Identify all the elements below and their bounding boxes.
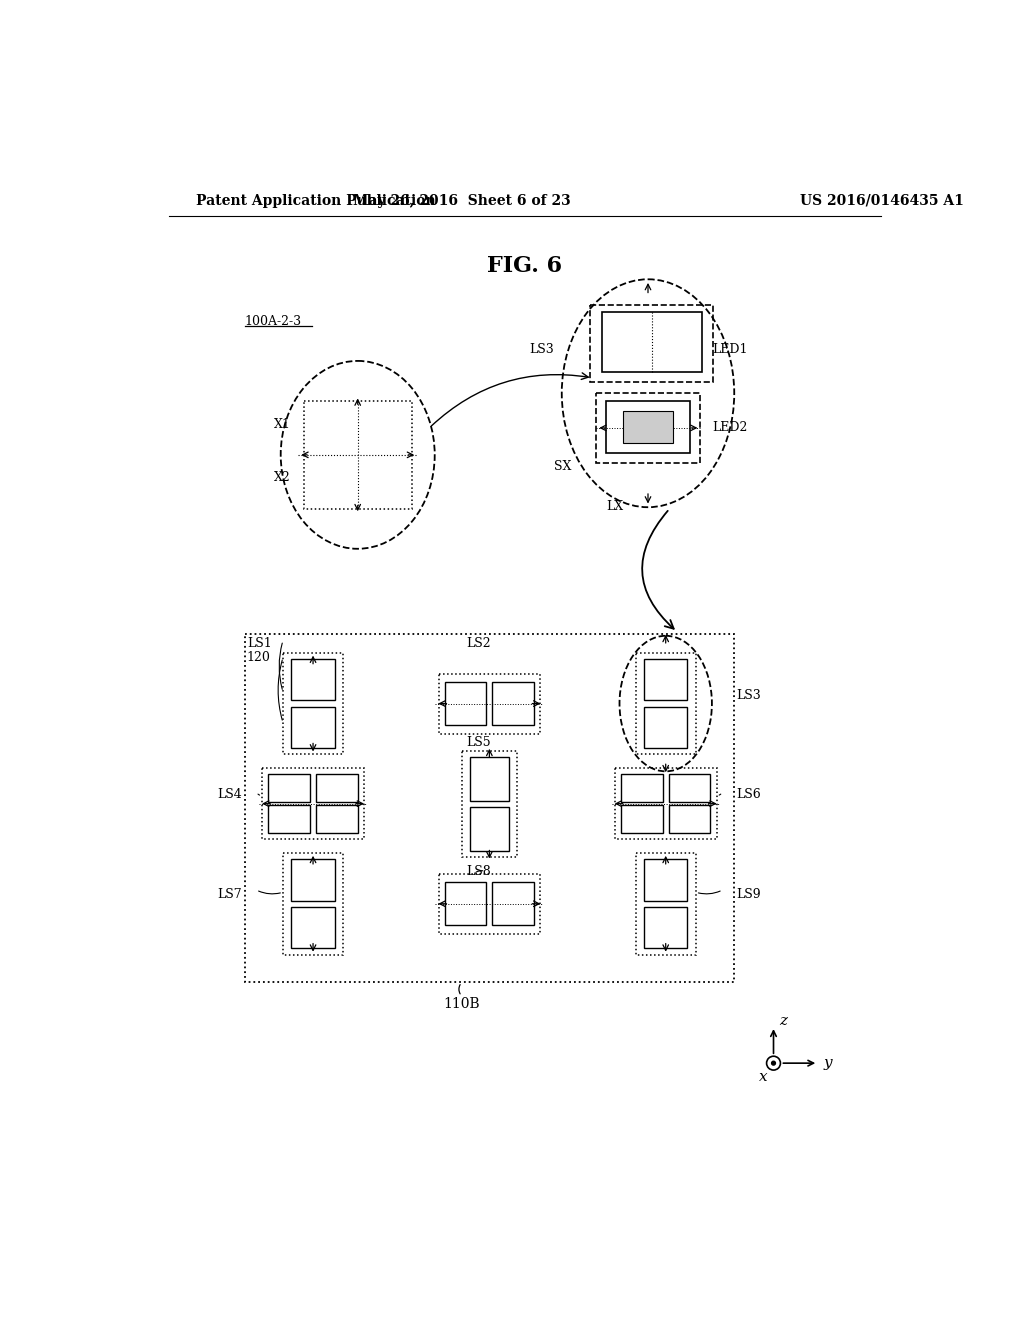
- Bar: [636, 853, 695, 954]
- Text: LS8: LS8: [466, 866, 492, 878]
- Text: LX: LX: [606, 500, 624, 513]
- Text: LS2: LS2: [466, 638, 490, 651]
- Text: 110B: 110B: [443, 997, 480, 1011]
- Text: X1: X1: [273, 417, 291, 430]
- Text: May 26, 2016  Sheet 6 of 23: May 26, 2016 Sheet 6 of 23: [353, 194, 570, 207]
- Bar: [493, 882, 535, 925]
- Bar: [245, 635, 734, 982]
- Text: X2: X2: [274, 471, 291, 484]
- Bar: [590, 305, 714, 381]
- Bar: [602, 313, 701, 372]
- Text: Patent Application Publication: Patent Application Publication: [196, 194, 435, 207]
- Bar: [470, 807, 509, 850]
- Text: LS1: LS1: [247, 638, 271, 651]
- Bar: [292, 659, 335, 701]
- Bar: [621, 805, 663, 833]
- Bar: [636, 653, 695, 755]
- Bar: [268, 805, 310, 833]
- Text: LS6: LS6: [736, 788, 761, 801]
- Bar: [462, 751, 517, 857]
- Text: x: x: [759, 1071, 768, 1084]
- Bar: [316, 775, 357, 803]
- Bar: [669, 775, 711, 803]
- Bar: [262, 768, 364, 840]
- Text: z: z: [779, 1014, 786, 1028]
- Text: US 2016/0146435 A1: US 2016/0146435 A1: [801, 194, 965, 207]
- Text: LED1: LED1: [712, 343, 748, 356]
- Bar: [621, 775, 663, 803]
- Bar: [470, 756, 509, 800]
- Bar: [444, 882, 486, 925]
- Bar: [438, 874, 541, 933]
- Text: LS9: LS9: [736, 888, 761, 902]
- Text: SX: SX: [554, 459, 571, 473]
- Bar: [268, 775, 310, 803]
- Text: 100A-2-3: 100A-2-3: [245, 315, 302, 329]
- Circle shape: [767, 1056, 780, 1071]
- FancyArrowPatch shape: [642, 511, 674, 628]
- Bar: [644, 706, 687, 748]
- Bar: [292, 907, 335, 948]
- FancyArrowPatch shape: [431, 372, 588, 426]
- Text: 120: 120: [247, 651, 270, 664]
- FancyArrowPatch shape: [459, 985, 460, 994]
- Text: FIG. 6: FIG. 6: [487, 255, 562, 277]
- Bar: [606, 401, 689, 453]
- Bar: [292, 859, 335, 900]
- Bar: [614, 768, 717, 840]
- Bar: [644, 659, 687, 701]
- Circle shape: [772, 1061, 775, 1065]
- Bar: [283, 653, 343, 755]
- Bar: [493, 682, 535, 725]
- Text: LS5: LS5: [466, 737, 490, 748]
- Text: LED2: LED2: [712, 421, 748, 434]
- Bar: [624, 411, 673, 444]
- Bar: [644, 907, 687, 948]
- Text: LS3: LS3: [736, 689, 761, 702]
- Text: LS4: LS4: [217, 788, 243, 801]
- Bar: [669, 805, 711, 833]
- Bar: [283, 853, 343, 954]
- Text: LS3: LS3: [529, 343, 554, 356]
- Bar: [644, 859, 687, 900]
- Bar: [438, 673, 541, 734]
- Bar: [596, 393, 700, 462]
- Bar: [316, 805, 357, 833]
- Text: LS7: LS7: [217, 888, 243, 902]
- Bar: [292, 706, 335, 748]
- Bar: [444, 682, 486, 725]
- Text: y: y: [823, 1056, 833, 1071]
- Bar: [304, 401, 412, 508]
